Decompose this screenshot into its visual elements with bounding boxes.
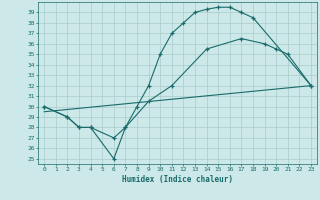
X-axis label: Humidex (Indice chaleur): Humidex (Indice chaleur) [122, 175, 233, 184]
